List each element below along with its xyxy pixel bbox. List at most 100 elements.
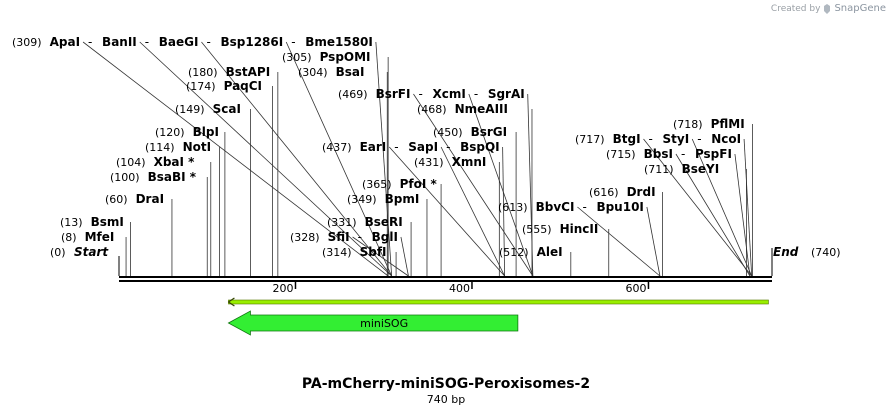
site-group[interactable]: (349) BpmI xyxy=(347,192,419,206)
enzyme-name[interactable]: BspQI xyxy=(460,140,500,154)
enzyme-name[interactable]: BsaBI * xyxy=(148,170,197,184)
enzyme-name[interactable]: Bme1580I xyxy=(305,35,373,49)
site-group[interactable]: (718) PflMI xyxy=(673,117,745,131)
enzyme-name[interactable]: MfeI xyxy=(85,230,115,244)
site-group[interactable]: (365) PfoI * xyxy=(362,177,437,191)
site-position: (365) xyxy=(362,178,392,191)
enzyme-name[interactable]: AleI xyxy=(537,245,563,259)
site-position: (328) xyxy=(290,231,320,244)
site-group[interactable]: (8) MfeI xyxy=(61,230,114,244)
site-group[interactable]: (450) BsrGI xyxy=(433,125,507,139)
axis-tick-label: 200 xyxy=(272,282,293,295)
enzyme-name[interactable]: SbfI xyxy=(360,245,387,259)
site-group[interactable]: (309) ApaI - BanII - BaeGI - Bsp1286I - Bme1580I xyxy=(12,35,373,49)
site-separator: - xyxy=(291,35,295,49)
site-group[interactable]: (437) EarI - SapI - BspQI xyxy=(322,140,500,154)
enzyme-name[interactable]: PaqCI xyxy=(224,79,262,93)
site-position: (349) xyxy=(347,193,377,206)
site-group[interactable]: (149) ScaI xyxy=(175,102,241,116)
enzyme-name[interactable]: BseYI xyxy=(682,162,720,176)
site-group[interactable]: (304) BsaI xyxy=(298,65,364,79)
enzyme-name[interactable]: NotI xyxy=(183,140,212,154)
enzyme-name[interactable]: XmnI xyxy=(452,155,487,169)
enzyme-name[interactable]: BglI xyxy=(372,230,398,244)
feature-minisog[interactable]: miniSOG xyxy=(227,310,519,336)
cut-site-line xyxy=(82,41,389,277)
site-group[interactable]: (60) DraI xyxy=(105,192,164,206)
enzyme-name[interactable]: PspFI xyxy=(695,147,732,161)
enzyme-name[interactable]: BlpI xyxy=(193,125,219,139)
site-group[interactable]: (613) BbvCI - Bpu10I xyxy=(498,200,644,214)
site-position: (715) xyxy=(606,148,636,161)
end-label: End xyxy=(773,245,799,259)
enzyme-name[interactable]: XcmI xyxy=(432,87,465,101)
enzyme-name[interactable]: PflMI xyxy=(711,117,745,131)
orf-bar[interactable] xyxy=(228,299,769,305)
site-group[interactable]: (328) SfiI - BglI xyxy=(290,230,398,244)
cut-site-line xyxy=(388,146,505,277)
site-separator: - xyxy=(394,140,398,154)
site-position: (309) xyxy=(12,36,42,49)
enzyme-name[interactable]: PfoI * xyxy=(400,177,438,191)
enzyme-name[interactable]: EarI xyxy=(360,140,387,154)
enzyme-name[interactable]: NcoI xyxy=(711,132,741,146)
site-group[interactable]: (120) BlpI xyxy=(155,125,219,139)
orf-track[interactable] xyxy=(228,297,769,307)
enzyme-name[interactable]: BseRI xyxy=(365,215,403,229)
site-group[interactable]: (616) DrdI xyxy=(589,185,656,199)
start-position: (0) xyxy=(50,246,66,259)
site-group[interactable]: (174) PaqCI xyxy=(186,79,262,93)
site-group[interactable]: (468) NmeAIII xyxy=(417,102,508,116)
site-position: (13) xyxy=(60,216,83,229)
enzyme-name[interactable]: BpmI xyxy=(385,192,420,206)
enzyme-name[interactable]: SfiI xyxy=(328,230,350,244)
site-group[interactable]: (717) BtgI - StyI - NcoI xyxy=(575,132,741,146)
enzyme-name[interactable]: BstAPI xyxy=(226,65,271,79)
enzyme-name[interactable]: StyI xyxy=(663,132,690,146)
site-group[interactable]: (715) BbsI - PspFI xyxy=(606,147,732,161)
enzyme-name[interactable]: ApaI xyxy=(50,35,80,49)
enzyme-name[interactable]: Bpu10I xyxy=(596,200,643,214)
enzyme-name[interactable]: SgrAI xyxy=(488,87,525,101)
cut-site-line xyxy=(352,236,409,277)
enzyme-name[interactable]: BsrGI xyxy=(471,125,508,139)
site-group[interactable]: (13) BsmI xyxy=(60,215,124,229)
site-separator: - xyxy=(145,35,149,49)
site-group[interactable]: (555) HincII xyxy=(522,222,598,236)
enzyme-name[interactable]: XbaI * xyxy=(154,155,196,169)
enzyme-name[interactable]: BsmI xyxy=(91,215,124,229)
site-group[interactable]: (469) BsrFI - XcmI - SgrAI xyxy=(338,87,525,101)
enzyme-name[interactable]: BanII xyxy=(102,35,137,49)
enzyme-name[interactable]: HincII xyxy=(560,222,599,236)
enzyme-name[interactable]: SapI xyxy=(408,140,438,154)
site-group[interactable]: (314) SbfI xyxy=(322,245,387,259)
site-group[interactable]: (305) PspOMI xyxy=(282,50,371,64)
enzyme-name[interactable]: BbvCI xyxy=(536,200,575,214)
site-group[interactable]: (431) XmnI xyxy=(414,155,486,169)
enzyme-name[interactable]: BtgI xyxy=(613,132,641,146)
enzyme-name[interactable]: BaeGI xyxy=(159,35,199,49)
site-separator: - xyxy=(474,87,478,101)
axis-tick-label: 400 xyxy=(449,282,470,295)
cut-site-line xyxy=(577,206,661,277)
feature-arrow[interactable] xyxy=(227,310,519,336)
site-group[interactable]: (114) NotI xyxy=(145,140,211,154)
enzyme-name[interactable]: BsaI xyxy=(336,65,365,79)
site-position: (304) xyxy=(298,66,328,79)
site-group[interactable]: (711) BseYI xyxy=(644,162,719,176)
enzyme-name[interactable]: DrdI xyxy=(627,185,656,199)
site-group[interactable]: (331) BseRI xyxy=(327,215,403,229)
enzyme-name[interactable]: ScaI xyxy=(213,102,241,116)
site-group[interactable]: (512) AleI xyxy=(499,245,563,259)
enzyme-name[interactable]: BbsI xyxy=(644,147,673,161)
enzyme-name[interactable]: PspOMI xyxy=(320,50,371,64)
cut-site-line xyxy=(646,206,661,277)
enzyme-name[interactable]: NmeAIII xyxy=(455,102,508,116)
site-group[interactable]: (104) XbaI * xyxy=(116,155,195,169)
enzyme-name[interactable]: DraI xyxy=(136,192,164,206)
enzyme-name[interactable]: Bsp1286I xyxy=(220,35,283,49)
site-group[interactable]: (180) BstAPI xyxy=(188,65,270,79)
enzyme-name[interactable]: BsrFI xyxy=(376,87,411,101)
sequence-length: 740 bp xyxy=(426,393,466,406)
site-group[interactable]: (100) BsaBI * xyxy=(110,170,197,184)
